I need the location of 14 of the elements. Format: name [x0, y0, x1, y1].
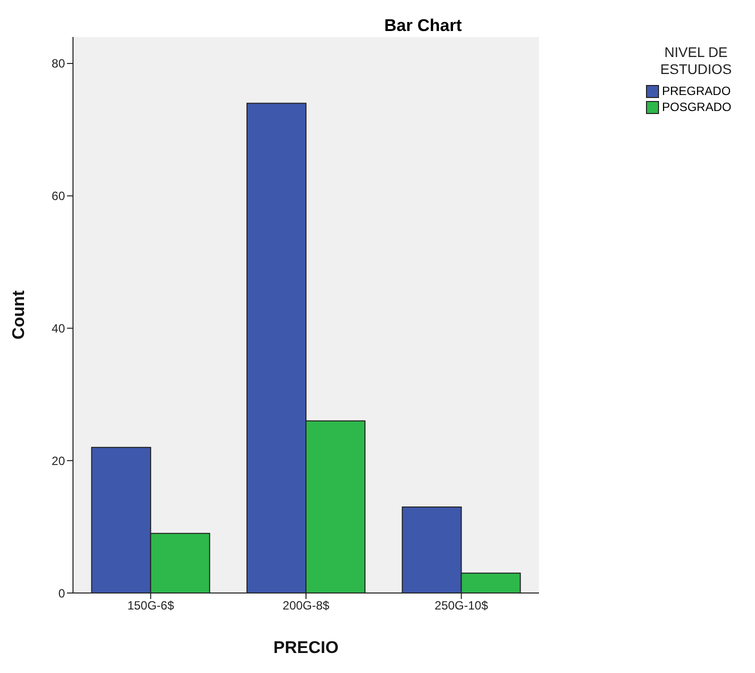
y-tick-label: 60 [52, 189, 66, 204]
y-tick-label: 20 [52, 454, 66, 468]
x-tick-label: 250G-10$ [434, 598, 488, 613]
y-tick-label: 80 [52, 56, 66, 71]
chart-title: Bar Chart [383, 16, 463, 36]
legend-label: PREGRADO [662, 84, 731, 98]
x-axis-title: PRECIO [273, 638, 339, 657]
x-tick-label: 200G-8$ [282, 598, 330, 613]
y-tick-label: 40 [52, 322, 66, 336]
legend-label: POSGRADO [662, 100, 732, 114]
y-tick-label: 0 [58, 586, 66, 600]
legend-title: NIVEL DE ESTUDIOS [659, 44, 733, 78]
x-tick-label: 150G-6$ [127, 598, 174, 613]
y-axis-title: Count [9, 290, 28, 340]
